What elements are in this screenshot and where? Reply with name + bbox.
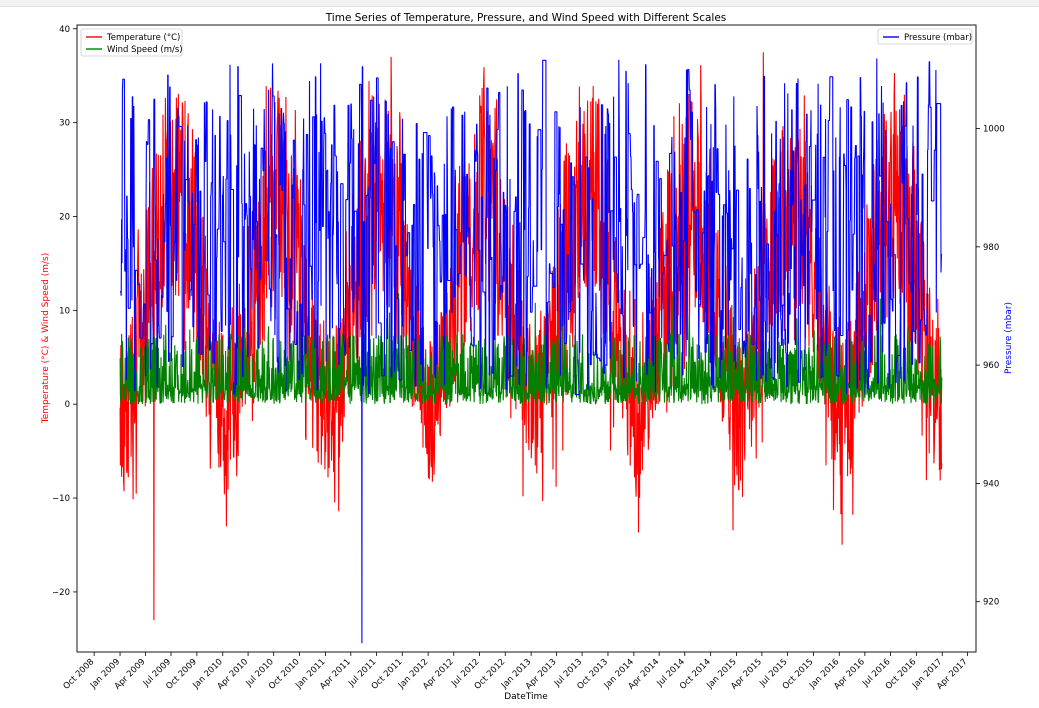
- series-layer: [119, 52, 943, 644]
- left-tick-label: 20: [59, 212, 70, 222]
- legend-wind-label: Wind Speed (m/s): [107, 45, 183, 55]
- right-tick-label: 920: [983, 598, 999, 608]
- right-tick-label: 1000: [983, 125, 1005, 135]
- left-tick-label: 0: [65, 400, 70, 410]
- browser-top-bar: [0, 0, 1039, 7]
- legend-right-box: [877, 28, 973, 45]
- left-tick-label: −10: [52, 494, 70, 504]
- pressure-series-line: [120, 58, 943, 644]
- legend-right: Pressure (mbar): [877, 28, 973, 45]
- left-tick-label: 40: [59, 25, 70, 35]
- right-tick-label: 940: [983, 479, 999, 489]
- left-tick-label: 30: [59, 119, 70, 129]
- plot-frame: [76, 24, 977, 653]
- legend-left: Temperature (°C) Wind Speed (m/s): [80, 28, 183, 57]
- left-y-axis-title: Temperature (°C) & Wind Speed (m/s): [41, 253, 51, 424]
- right-tick-label: 980: [983, 243, 999, 253]
- wind-speed-series-line: [119, 293, 943, 405]
- legend-pressure-label: Pressure (mbar): [904, 33, 972, 43]
- left-tick-label: 10: [59, 306, 70, 316]
- left-tick-label: −20: [52, 588, 70, 598]
- chart-title: Time Series of Temperature, Pressure, an…: [325, 12, 727, 24]
- right-tick-label: 960: [983, 361, 999, 371]
- left-y-axis: −20 −10 0 10 20 30 40: [52, 25, 77, 598]
- right-y-axis-title: Pressure (mbar): [1004, 302, 1014, 374]
- x-axis-title: DateTime: [504, 692, 548, 702]
- legend-temperature-label: Temperature (°C): [106, 33, 180, 43]
- legend-left-box: [80, 28, 183, 57]
- right-y-axis: 920 940 960 980 1000: [976, 125, 1005, 608]
